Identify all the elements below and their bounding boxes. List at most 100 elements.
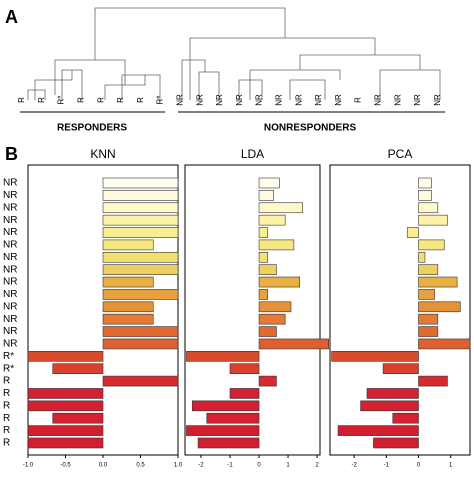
bar	[258, 214, 286, 226]
row-label: NR	[3, 178, 17, 189]
leaf-label: R*	[57, 96, 66, 105]
leaf-label: NR	[334, 94, 343, 106]
bar	[418, 177, 432, 189]
row-label: R*	[3, 351, 14, 362]
row-label: NR	[3, 240, 17, 251]
row-label: NR	[3, 264, 17, 275]
row-label: NR	[3, 252, 17, 263]
panel-frame	[184, 164, 321, 456]
panel-label: B	[5, 144, 18, 164]
bar	[418, 251, 426, 263]
bar	[102, 375, 179, 387]
bar	[102, 264, 179, 275]
bar	[337, 425, 419, 436]
bar	[258, 264, 277, 275]
bar	[373, 437, 419, 449]
bar	[258, 190, 274, 201]
bar	[258, 301, 292, 313]
x-tick-label: -2	[351, 463, 357, 469]
leaf-label: R	[354, 97, 363, 103]
bar	[258, 375, 277, 387]
row-label: NR	[3, 227, 17, 238]
bar	[331, 351, 419, 362]
leaf-label: NR	[314, 94, 323, 106]
x-tick-label: 0	[417, 463, 421, 469]
row-label: R	[3, 376, 10, 387]
row-label: R	[3, 425, 10, 436]
bar	[418, 214, 448, 226]
x-tick-label: 0	[257, 463, 261, 469]
chart-title: LDA	[241, 147, 264, 161]
leaf-label: R	[17, 97, 26, 103]
leaf-label: NR	[413, 94, 422, 106]
dendrogram	[27, 7, 441, 100]
leaf-label: R	[136, 97, 145, 103]
x-tick-label: 1.0	[174, 463, 183, 469]
bar	[418, 190, 432, 201]
row-label: NR	[3, 289, 17, 300]
bar	[418, 264, 439, 275]
bar	[102, 251, 179, 263]
bar	[52, 363, 104, 375]
bar	[102, 338, 179, 350]
x-tick-label: 1	[449, 463, 453, 469]
bar	[406, 227, 419, 238]
bar	[418, 276, 458, 288]
leaf-label: R	[37, 97, 46, 103]
bar	[102, 301, 154, 313]
leaf-label: R	[96, 97, 105, 103]
bar	[197, 437, 260, 449]
bar	[102, 214, 179, 226]
x-tick-label: -2	[198, 463, 204, 469]
leaf-label: NR	[215, 94, 224, 106]
bar	[258, 276, 300, 288]
x-tick-label: -1	[227, 463, 233, 469]
leaf-label: NR	[374, 94, 383, 106]
bar	[418, 289, 435, 300]
bar	[102, 239, 154, 251]
bar	[418, 202, 439, 214]
leaf-label: R*	[156, 96, 165, 105]
row-label: R	[3, 400, 10, 411]
row-label: NR	[3, 301, 17, 312]
bar	[27, 388, 104, 399]
chart-title: PCA	[388, 147, 413, 161]
leaf-label: NR	[176, 94, 185, 106]
panel-frame	[329, 164, 471, 456]
leaf-label: NR	[195, 94, 204, 106]
group-label: RESPONDERS	[57, 123, 127, 134]
row-label: NR	[3, 202, 17, 213]
bar	[418, 326, 439, 337]
bar	[418, 239, 445, 251]
row-label: NR	[3, 277, 17, 288]
group-label: NONRESPONDERS	[264, 123, 357, 134]
bar	[382, 363, 419, 375]
bar	[258, 338, 330, 350]
x-tick-label: -1	[384, 463, 390, 469]
row-label: R	[3, 413, 10, 424]
x-tick-label: -0.5	[60, 463, 71, 469]
row-label: R*	[3, 363, 14, 374]
bar	[191, 400, 260, 412]
bar	[27, 351, 104, 362]
bar	[102, 313, 154, 325]
bar	[102, 202, 179, 214]
bar	[418, 301, 461, 313]
bar	[258, 326, 277, 337]
bar	[258, 289, 269, 300]
bar	[258, 202, 303, 214]
leaf-label: NR	[235, 94, 244, 106]
bar	[229, 363, 260, 375]
bar	[102, 326, 179, 337]
leaf-label: NR	[393, 94, 402, 106]
x-tick-label: 1	[286, 463, 290, 469]
bar	[366, 388, 419, 399]
leaf-label: NR	[294, 94, 303, 106]
row-label: NR	[3, 215, 17, 226]
bar	[418, 313, 439, 325]
bar	[418, 375, 448, 387]
bar	[186, 351, 260, 362]
bar	[27, 425, 104, 436]
bar	[27, 400, 104, 412]
